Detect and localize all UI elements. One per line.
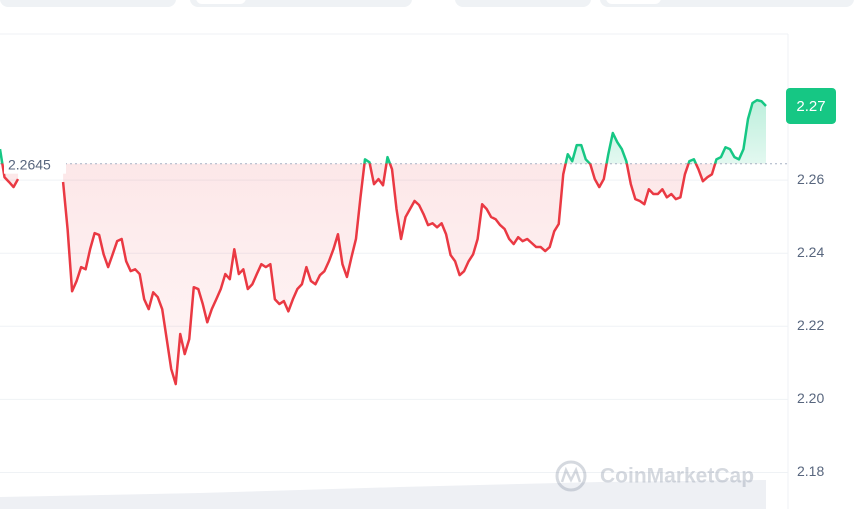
tab[interactable]	[0, 0, 176, 7]
volume-area	[0, 480, 766, 509]
area-fill	[0, 100, 766, 385]
tab[interactable]	[455, 0, 591, 7]
tab[interactable]	[600, 0, 854, 7]
y-tick-label: 2.20	[797, 390, 824, 406]
tab-button[interactable]	[606, 0, 661, 4]
y-tick-label: 2.26	[797, 171, 824, 187]
watermark-logo	[560, 466, 582, 483]
watermark-text: CoinMarketCap	[600, 465, 754, 488]
tab-button[interactable]	[196, 0, 246, 4]
baseline-label-bg	[4, 153, 66, 174]
y-tick-label: 2.18	[797, 463, 824, 479]
current-price-badge	[786, 87, 836, 124]
watermark-logo	[555, 460, 587, 492]
tab[interactable]	[190, 0, 412, 7]
y-tick-label: 2.24	[797, 244, 824, 260]
watermark: CoinMarketCap	[555, 460, 754, 492]
price-line	[0, 98, 767, 386]
current-price-label: 2.27	[796, 98, 825, 115]
y-tick-label: 2.22	[797, 317, 824, 333]
baseline-label: 2.2645	[8, 156, 51, 172]
